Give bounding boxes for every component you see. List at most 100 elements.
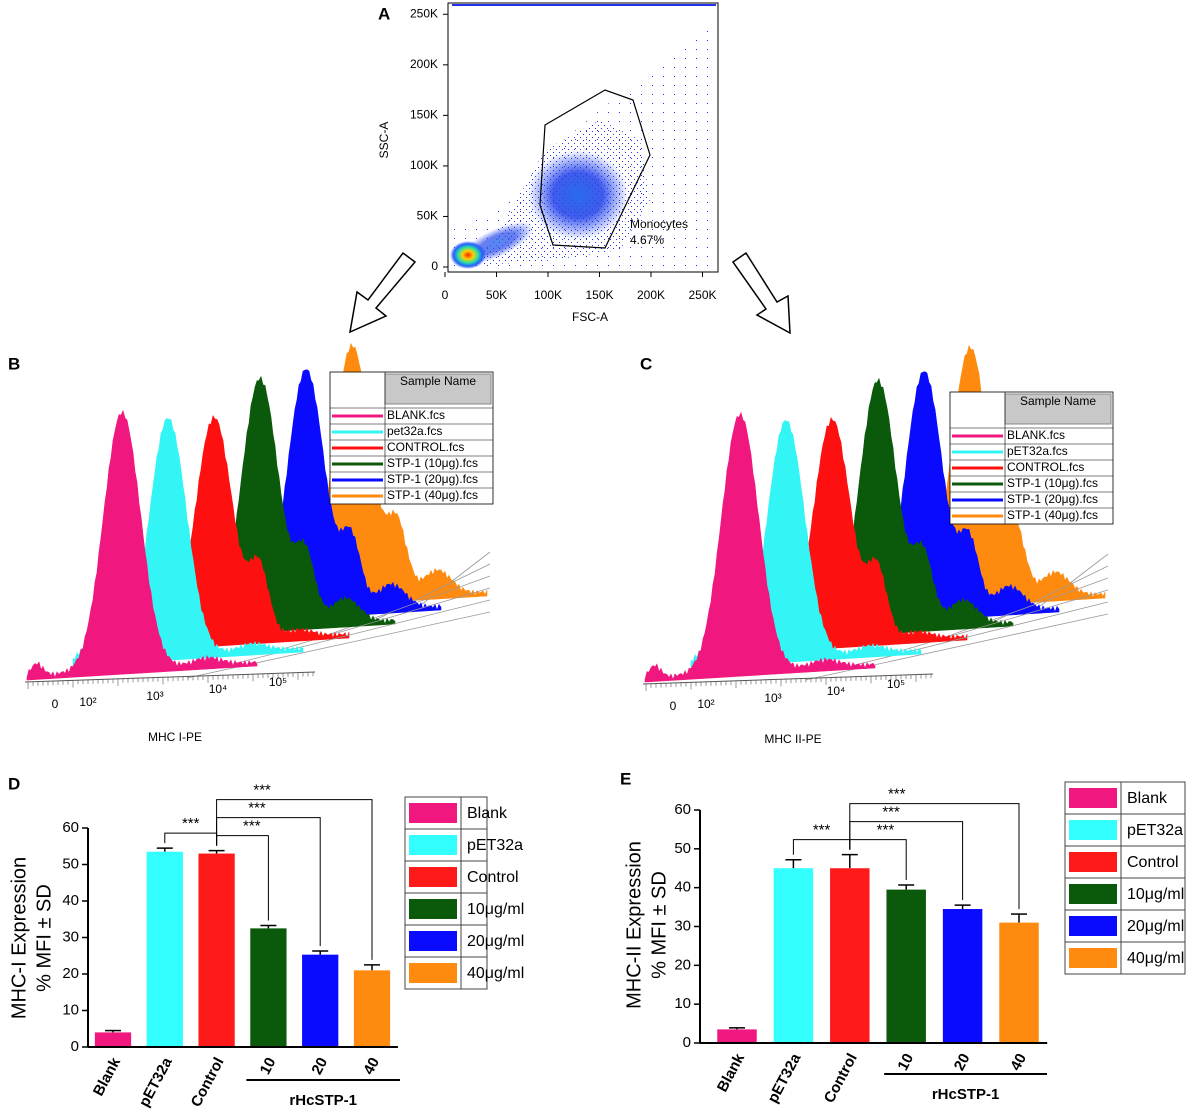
scatter-density	[450, 241, 486, 269]
y-tick-label: 200K	[410, 57, 438, 71]
y-tick-label: 50	[62, 855, 79, 872]
legend-label: STP-1 (10μg).fcs	[1007, 476, 1098, 490]
panel-label: C	[640, 354, 652, 373]
legend-label: pET32a	[467, 837, 523, 854]
x-tick-label: 10²	[697, 697, 714, 711]
legend-swatch	[1069, 884, 1117, 904]
legend-label: 40μg/ml	[467, 965, 524, 982]
y-tick-label: 60	[62, 819, 79, 836]
bar	[198, 853, 235, 1047]
x-tick-label: 10⁴	[827, 684, 846, 698]
x-tick-label: 20	[951, 1051, 974, 1074]
x-tick-label: Blank	[90, 1054, 124, 1099]
significance-bracket	[216, 799, 373, 960]
legend-swatch	[1069, 788, 1117, 808]
y-axis-label: SSC-A	[377, 122, 391, 159]
axis-line	[24, 671, 316, 683]
x-tick-label: pET32a	[764, 1050, 804, 1106]
significance-label: ***	[182, 815, 200, 832]
legend-label: STP-1 (40μg).fcs	[387, 488, 478, 502]
legend-swatch	[409, 867, 457, 887]
x-tick-label: 200K	[637, 288, 665, 302]
legend-label: 10μg/ml	[467, 901, 524, 918]
legend-header	[384, 373, 492, 405]
panel-label: B	[8, 354, 20, 373]
y-tick-label: 20	[674, 956, 691, 973]
plot-frame	[447, 2, 719, 273]
legend-swatch	[409, 963, 457, 983]
x-axis-label: MHC II-PE	[764, 732, 821, 746]
x-tick-label: 10	[894, 1051, 917, 1074]
y-axis-label: % MFI ± SD	[648, 871, 670, 979]
legend-label: 20μg/ml	[467, 933, 524, 950]
x-tick-label: 50K	[486, 288, 507, 302]
group-label: rHcSTP-1	[932, 1086, 1000, 1103]
histogram-shape	[644, 411, 876, 683]
legend-swatch	[1069, 948, 1117, 968]
legend-swatch	[1069, 916, 1117, 936]
x-tick-label: pET32a	[136, 1054, 176, 1110]
y-tick-label: 10	[674, 995, 691, 1012]
legend-swatch	[409, 803, 457, 823]
bar	[942, 909, 983, 1043]
y-tick-label: 150K	[410, 108, 438, 122]
legend-label: pet32a.fcs	[387, 424, 442, 438]
y-tick-label: 100K	[410, 158, 438, 172]
annotation: 4.67%	[630, 233, 664, 247]
significance-bracket	[849, 803, 1020, 910]
y-tick-label: 40	[62, 892, 79, 909]
x-tick-label: 10⁵	[269, 675, 287, 689]
x-tick-label: 10³	[764, 691, 781, 705]
x-tick-label: 40	[1007, 1051, 1030, 1074]
legend-title: Sample Name	[400, 374, 476, 388]
y-axis-label: MHC-II Expression	[623, 841, 645, 1009]
panel-a-decor	[349, 4, 791, 335]
significance-label: ***	[877, 822, 895, 839]
legend-label: STP-1 (10μg).fcs	[387, 456, 478, 470]
y-axis-label: % MFI ± SD	[33, 884, 55, 992]
bar	[830, 868, 870, 1043]
legend-header	[1004, 393, 1112, 425]
y-tick-label: 0	[71, 1038, 79, 1055]
bar	[302, 954, 339, 1047]
arrow	[349, 251, 417, 334]
scatter-density	[528, 150, 628, 240]
legend-label: pET32a	[1127, 822, 1183, 839]
legend-label: 20μg/ml	[1127, 918, 1184, 935]
significance-label: ***	[248, 800, 266, 817]
legend-label: CONTROL.fcs	[1007, 460, 1084, 474]
bar	[717, 1029, 757, 1043]
x-tick-label: 40	[360, 1055, 383, 1078]
significance-label: ***	[882, 804, 900, 821]
legend-label: Control	[1127, 854, 1179, 871]
legend-label: 10μg/ml	[1127, 886, 1184, 903]
significance-bracket	[792, 839, 851, 855]
y-axis-label: MHC-I Expression	[8, 857, 30, 1019]
significance-bracket	[164, 832, 218, 846]
legend-swatch	[1069, 820, 1117, 840]
legend-swatch	[409, 931, 457, 951]
group-label: rHcSTP-1	[289, 1092, 357, 1109]
legend-label: Control	[467, 869, 519, 886]
panel-label: D	[8, 774, 20, 793]
gate	[539, 89, 651, 249]
legend-label: BLANK.fcs	[1007, 428, 1065, 442]
legend-title: Sample Name	[1020, 394, 1096, 408]
x-tick-label: 10³	[146, 689, 163, 703]
y-tick-label: 20	[62, 965, 79, 982]
legend-swatch	[409, 835, 457, 855]
legend-label: 40μg/ml	[1127, 950, 1184, 967]
bar	[146, 851, 183, 1047]
legend-swatch	[409, 899, 457, 919]
x-axis-label: MHC I-PE	[148, 730, 202, 744]
y-tick-label: 0	[431, 259, 438, 273]
significance-label: ***	[253, 782, 271, 799]
y-tick-label: 250K	[410, 6, 438, 20]
legend-label: CONTROL.fcs	[387, 440, 464, 454]
bar	[353, 970, 391, 1047]
legend-label: pET32a.fcs	[1007, 444, 1068, 458]
x-tick-label: 10²	[79, 695, 96, 709]
x-tick-label: 0	[52, 697, 59, 711]
legend-label: Blank	[467, 805, 508, 822]
